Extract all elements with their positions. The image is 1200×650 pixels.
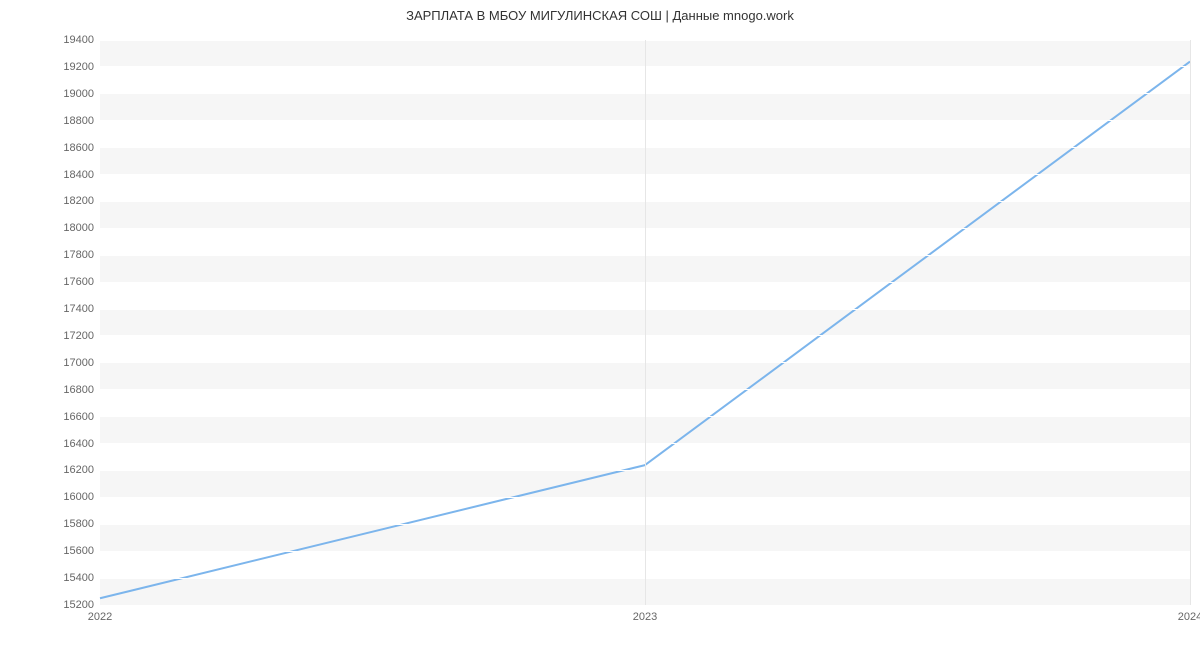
y-tick-label: 17200	[63, 330, 94, 342]
x-tick-label: 2023	[633, 611, 657, 623]
y-tick-label: 19400	[63, 34, 94, 46]
salary-line-chart: ЗАРПЛАТА В МБОУ МИГУЛИНСКАЯ СОШ | Данные…	[0, 0, 1200, 650]
y-tick-label: 18000	[63, 222, 94, 234]
y-tick-label: 15200	[63, 599, 94, 611]
y-tick-label: 17800	[63, 249, 94, 261]
x-gridline	[1190, 40, 1191, 605]
y-tick-label: 16200	[63, 464, 94, 476]
x-tick-label: 2024	[1178, 611, 1200, 623]
chart-title: ЗАРПЛАТА В МБОУ МИГУЛИНСКАЯ СОШ | Данные…	[0, 8, 1200, 23]
y-tick-label: 17400	[63, 303, 94, 315]
y-tick-label: 15800	[63, 518, 94, 530]
y-tick-label: 18200	[63, 195, 94, 207]
y-tick-label: 17600	[63, 276, 94, 288]
y-tick-label: 16400	[63, 438, 94, 450]
y-tick-label: 18600	[63, 142, 94, 154]
y-tick-label: 17000	[63, 357, 94, 369]
y-tick-label: 19000	[63, 88, 94, 100]
y-tick-label: 15600	[63, 545, 94, 557]
y-tick-label: 16000	[63, 491, 94, 503]
x-tick-label: 2022	[88, 611, 112, 623]
y-tick-label: 15400	[63, 572, 94, 584]
y-tick-label: 19200	[63, 61, 94, 73]
y-tick-label: 18800	[63, 115, 94, 127]
y-tick-label: 16800	[63, 384, 94, 396]
plot-area: 1520015400156001580016000162001640016600…	[100, 40, 1190, 605]
y-tick-label: 16600	[63, 411, 94, 423]
x-gridline	[645, 40, 646, 605]
y-tick-label: 18400	[63, 169, 94, 181]
